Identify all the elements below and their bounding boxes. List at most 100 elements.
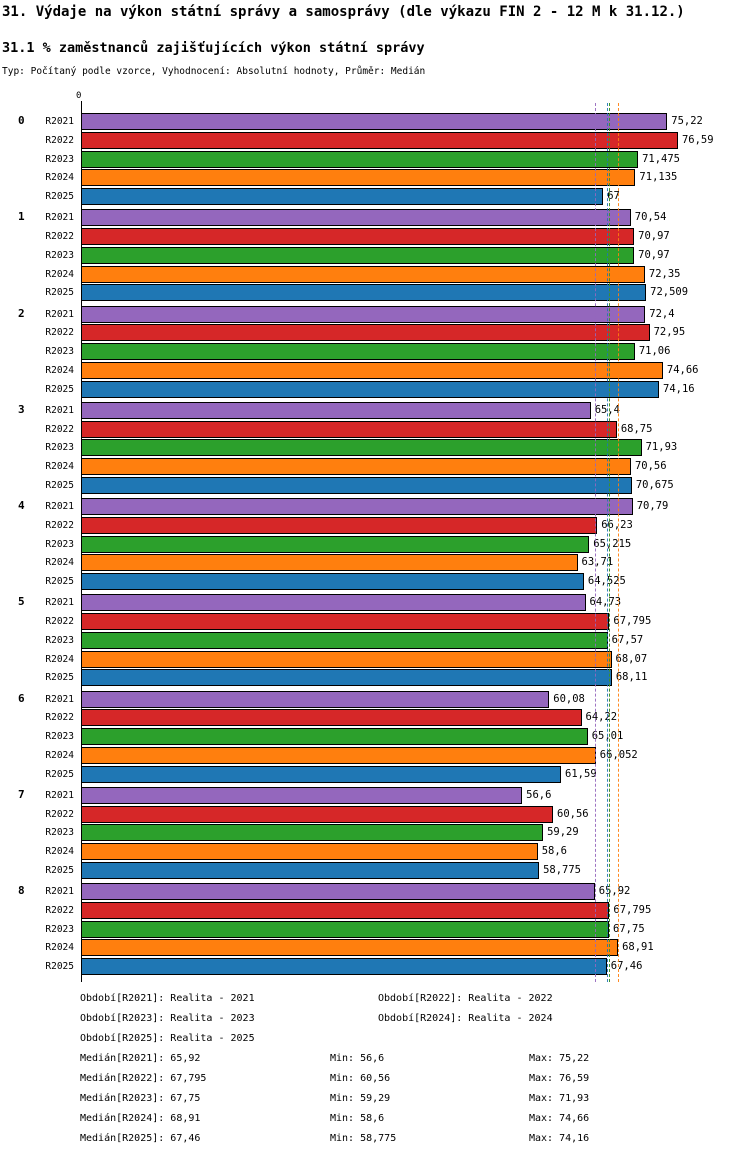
bar-value-1-R2023: 70,97 <box>638 248 670 261</box>
bar-4-R2022 <box>81 516 598 534</box>
group-label-7: 7 <box>18 787 25 801</box>
bar-6-R2023 <box>81 728 588 746</box>
bar-2-R2023 <box>81 343 635 361</box>
bar-value-2-R2025: 74,16 <box>663 382 695 395</box>
bar-value-7-R2023: 59,29 <box>547 826 579 839</box>
bar-row-label-1-R2022: R2022 <box>45 231 74 243</box>
bar-8-R2021 <box>81 883 595 900</box>
bar-value-8-R2025: 67,46 <box>610 960 643 973</box>
bar-row-label-7-R2025: R2025 <box>45 864 74 876</box>
chart-meta-line: Typ: Počítaný podle vzorce, Vyhodnocení:… <box>2 66 426 77</box>
bar-row-label-8-R2024: R2024 <box>45 942 74 954</box>
bar-value-5-R2025: 68,11 <box>615 671 648 684</box>
bar-value-7-R2021: 56,6 <box>526 788 552 801</box>
chart-title: 31. Výdaje na výkon státní správy a samo… <box>2 4 685 20</box>
bar-6-R2025 <box>81 765 562 783</box>
legend-item-R2024: Období[R2024]: Realita - 2024 <box>378 1013 553 1024</box>
bar-row-label-2-R2025: R2025 <box>45 383 74 395</box>
bar-row-label-4-R2024: R2024 <box>45 557 74 569</box>
bar-2-R2022 <box>81 324 650 342</box>
bar-value-6-R2022: 64,22 <box>585 711 618 724</box>
bar-row-label-1-R2024: R2024 <box>45 268 74 280</box>
bar-row-label-3-R2023: R2023 <box>45 442 74 454</box>
bar-value-8-R2023: 67,75 <box>613 922 645 935</box>
bar-row-label-4-R2022: R2022 <box>45 519 74 531</box>
chart-subtitle: 31.1 % zaměstnanců zajišťujících výkon s… <box>2 40 425 56</box>
bar-7-R2024 <box>81 843 538 861</box>
bar-row-label-7-R2021: R2021 <box>45 789 74 801</box>
bar-2-R2021 <box>81 305 646 323</box>
bar-row-label-8-R2023: R2023 <box>45 923 74 935</box>
bar-value-2-R2024: 74,66 <box>666 363 699 376</box>
bar-value-5-R2024: 68,07 <box>615 652 648 665</box>
bar-8-R2023 <box>81 920 610 938</box>
stat-median-R2021: Medián[R2021]: 65,92 <box>80 1053 201 1064</box>
bar-value-0-R2023: 71,475 <box>642 152 680 165</box>
bar-row-label-1-R2021: R2021 <box>45 212 74 224</box>
bar-row-label-6-R2023: R2023 <box>45 731 74 743</box>
bar-row-label-2-R2024: R2024 <box>45 364 74 376</box>
bar-2-R2025 <box>81 380 659 398</box>
bar-4-R2024 <box>81 554 578 572</box>
x-axis-origin-label: 0 <box>76 91 82 101</box>
bar-row-label-2-R2023: R2023 <box>45 346 74 358</box>
median-line-R2021 <box>594 103 596 982</box>
bar-row-label-0-R2023: R2023 <box>45 153 74 165</box>
stat-min-R2021: Min: 56,6 <box>330 1053 385 1064</box>
bar-row-label-5-R2025: R2025 <box>45 672 74 684</box>
bar-8-R2022 <box>81 901 610 919</box>
bar-value-4-R2023: 65,215 <box>593 537 632 550</box>
group-label-4: 4 <box>18 499 25 512</box>
bar-3-R2022 <box>81 420 617 438</box>
legend-item-R2022: Období[R2022]: Realita - 2022 <box>378 993 553 1004</box>
bar-row-label-1-R2023: R2023 <box>45 249 74 261</box>
bar-row-label-7-R2024: R2024 <box>45 846 74 858</box>
bar-0-R2022 <box>81 131 678 149</box>
bar-row-label-6-R2024: R2024 <box>45 749 74 761</box>
bar-7-R2025 <box>81 861 540 879</box>
bar-value-2-R2022: 72,95 <box>653 326 686 339</box>
group-label-6: 6 <box>18 691 25 705</box>
bar-3-R2021 <box>81 401 591 419</box>
bar-row-label-5-R2022: R2022 <box>45 616 74 628</box>
bar-value-5-R2022: 67,795 <box>613 615 652 628</box>
bar-7-R2022 <box>81 805 553 823</box>
bar-value-4-R2021: 70,79 <box>636 500 669 512</box>
bar-5-R2024 <box>81 650 612 668</box>
bar-6-R2024 <box>81 746 596 764</box>
bar-1-R2021 <box>81 209 631 227</box>
bar-3-R2023 <box>81 439 642 457</box>
bar-row-label-0-R2022: R2022 <box>45 134 74 146</box>
stat-max-R2023: Max: 71,93 <box>529 1093 590 1104</box>
bar-row-label-5-R2021: R2021 <box>45 597 74 609</box>
stat-min-R2022: Min: 60,56 <box>330 1073 391 1084</box>
bar-2-R2024 <box>81 361 663 379</box>
group-label-0: 0 <box>18 114 25 127</box>
bar-value-0-R2021: 75,22 <box>671 115 703 127</box>
bar-1-R2024 <box>81 265 645 283</box>
bar-row-label-3-R2025: R2025 <box>45 479 74 491</box>
bar-value-7-R2024: 58,6 <box>541 845 568 858</box>
stat-median-R2022: Medián[R2022]: 67,795 <box>80 1073 207 1084</box>
group-label-1: 1 <box>18 210 25 224</box>
bar-row-label-8-R2025: R2025 <box>45 961 74 973</box>
bar-value-8-R2024: 68,91 <box>622 941 654 954</box>
stat-min-R2025: Min: 58,775 <box>330 1133 397 1144</box>
bar-value-1-R2022: 70,97 <box>638 230 670 243</box>
legend-item-R2023: Období[R2023]: Realita - 2023 <box>80 1013 255 1024</box>
bar-5-R2021 <box>81 594 586 612</box>
bar-5-R2023 <box>81 631 608 649</box>
bar-value-0-R2024: 71,135 <box>639 171 678 184</box>
bar-row-label-0-R2024: R2024 <box>45 172 74 184</box>
bar-row-label-4-R2021: R2021 <box>45 501 74 512</box>
bar-row-label-8-R2022: R2022 <box>45 904 74 916</box>
bar-row-label-5-R2023: R2023 <box>45 634 74 646</box>
bar-value-2-R2023: 71,06 <box>638 345 671 358</box>
bar-4-R2025 <box>81 573 584 591</box>
bar-5-R2022 <box>81 613 610 631</box>
bar-value-1-R2024: 72,35 <box>648 267 681 280</box>
bar-value-0-R2022: 76,59 <box>681 133 714 146</box>
median-line-R2023 <box>609 103 611 982</box>
bar-0-R2021 <box>81 113 668 130</box>
bar-row-label-5-R2024: R2024 <box>45 653 74 665</box>
